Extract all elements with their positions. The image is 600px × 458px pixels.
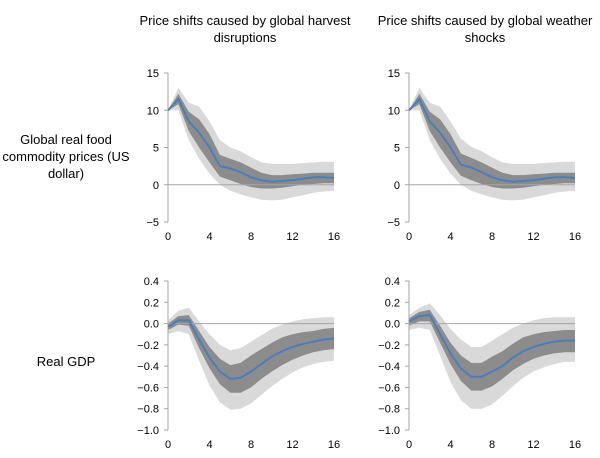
weather-gdp-x-tick-label: 16 — [569, 439, 581, 451]
harvest-prices-y-tick-label: 0 — [153, 180, 159, 192]
weather-prices-median-line — [408, 98, 576, 183]
harvest-gdp-x-tick-label: 12 — [286, 439, 298, 451]
harvest-gdp-x-tick-label: 0 — [165, 439, 171, 451]
harvest-gdp-x-tick-label: 16 — [328, 439, 340, 451]
weather-gdp-x-tick-label: 4 — [447, 439, 453, 451]
weather-prices-y-tick-label: −5 — [387, 217, 400, 229]
harvest-prices-inner-band — [168, 93, 334, 189]
weather-gdp-y-tick-label: 0.2 — [385, 297, 400, 309]
weather-prices-y-tick-label: 15 — [388, 68, 400, 80]
row-label-food-prices: Global real food commodity prices (US do… — [2, 132, 130, 181]
harvest-gdp-y-tick-label: −1.0 — [137, 425, 159, 437]
weather-prices-y-tick-label: 10 — [388, 105, 400, 117]
weather-prices-x-tick-label: 4 — [447, 231, 453, 243]
weather-prices-y-tick-label: 5 — [394, 143, 400, 155]
harvest-gdp-y-tick-label: 0.4 — [144, 276, 159, 288]
weather-gdp-x-tick-label: 12 — [527, 439, 539, 451]
harvest-prices-x-tick-label: 12 — [286, 231, 298, 243]
harvest-prices-median-line — [167, 98, 335, 183]
weather-prices-inner-band — [409, 93, 575, 189]
harvest-gdp-y-tick-label: −0.4 — [137, 361, 159, 373]
weather-prices-x-tick-label: 0 — [406, 231, 412, 243]
weather-gdp-y-tick-label: 0.4 — [385, 276, 400, 288]
column-title-weather: Price shifts caused by global weather sh… — [377, 13, 593, 45]
weather-gdp-y-tick-label: −0.2 — [378, 340, 400, 352]
harvest-gdp-y-tick-label: 0.0 — [144, 319, 159, 331]
harvest-prices-y-tick-label: 10 — [147, 105, 159, 117]
harvest-gdp-x-tick-label: 8 — [248, 439, 254, 451]
column-title-harvest: Price shifts caused by global harvest di… — [139, 13, 351, 45]
weather-prices-x-tick-label: 12 — [527, 231, 539, 243]
weather-prices-outer-band — [409, 87, 575, 201]
harvest-gdp-y-tick-label: −0.2 — [137, 340, 159, 352]
harvest-prices-y-tick-label: 5 — [153, 143, 159, 155]
weather-gdp-median-line — [408, 314, 575, 378]
harvest-gdp-inner-band — [168, 315, 334, 393]
weather-gdp-x-tick-label: 8 — [489, 439, 495, 451]
weather-gdp-y-tick-label: −0.4 — [378, 361, 400, 373]
weather-gdp-x-tick-label: 0 — [406, 439, 412, 451]
weather-prices-y-tick-label: 0 — [394, 180, 400, 192]
harvest-prices-x-tick-label: 8 — [248, 231, 254, 243]
weather-prices-x-tick-label: 16 — [569, 231, 581, 243]
harvest-prices-x-tick-label: 0 — [165, 231, 171, 243]
harvest-prices-y-tick-label: −5 — [146, 217, 159, 229]
weather-gdp-y-tick-label: −0.6 — [378, 382, 400, 394]
weather-gdp-y-tick-label: −0.8 — [378, 404, 400, 416]
weather-gdp-inner-band — [409, 309, 575, 391]
harvest-prices-x-tick-label: 16 — [328, 231, 340, 243]
harvest-gdp-median-line — [167, 319, 335, 380]
weather-gdp-outer-band — [409, 303, 575, 409]
harvest-prices-outer-band — [168, 87, 334, 201]
harvest-prices-y-tick-label: 15 — [147, 68, 159, 80]
weather-gdp-y-tick-label: −1.0 — [378, 425, 400, 437]
harvest-prices-x-tick-label: 4 — [206, 231, 212, 243]
weather-gdp-y-tick-label: 0.0 — [385, 319, 400, 331]
harvest-gdp-y-tick-label: 0.2 — [144, 297, 159, 309]
harvest-gdp-x-tick-label: 4 — [206, 439, 212, 451]
harvest-gdp-y-tick-label: −0.8 — [137, 404, 159, 416]
harvest-gdp-y-tick-label: −0.6 — [137, 382, 159, 394]
row-label-real-gdp: Real GDP — [36, 354, 96, 369]
weather-prices-x-tick-label: 8 — [489, 231, 495, 243]
